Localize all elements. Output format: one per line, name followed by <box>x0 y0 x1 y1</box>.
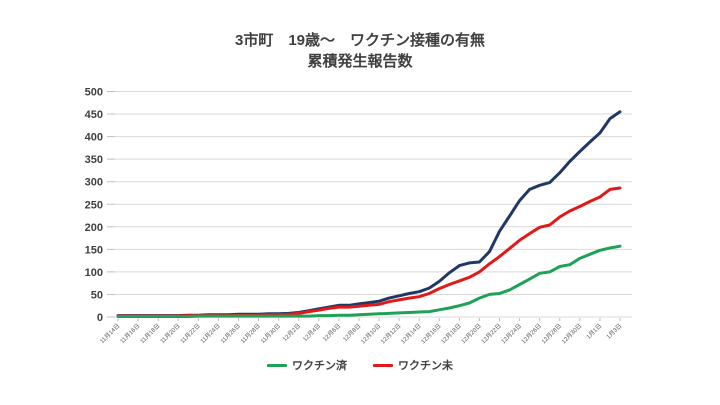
x-tick-label: 12月26日 <box>520 322 543 345</box>
x-tick-label: 12月22日 <box>480 322 503 345</box>
series-line-1 <box>116 186 622 318</box>
unvaccinated-line-swatch <box>373 363 393 367</box>
x-tick-label: 11月16日 <box>119 322 142 345</box>
vaccinated-line-swatch <box>267 363 287 367</box>
y-tick-label: 350 <box>85 154 103 166</box>
x-tick-label: 12月28日 <box>540 322 563 345</box>
x-tick-label: 11月14日 <box>99 322 122 345</box>
x-tick-label: 12月4日 <box>302 322 323 343</box>
x-tick-label: 12月12日 <box>380 322 403 345</box>
x-tick-label: 12月18日 <box>440 322 463 345</box>
y-tick-label: 150 <box>85 244 103 256</box>
x-tick-label: 11月24日 <box>199 322 222 345</box>
chart-legend: ワクチン済 ワクチン未 <box>0 357 720 373</box>
y-tick-label: 200 <box>85 222 103 234</box>
x-tick-label: 12月8日 <box>342 322 363 343</box>
x-tick-label: 11月30日 <box>259 322 282 345</box>
x-tick-label: 12月24日 <box>500 322 523 345</box>
series-line-0 <box>116 110 622 318</box>
y-tick-label: 0 <box>97 312 103 324</box>
x-tick-label: 11月26日 <box>219 322 242 345</box>
legend-item-unvaccinated: ワクチン未 <box>373 357 453 373</box>
y-tick-label: 100 <box>85 267 103 279</box>
legend-label-vaccinated: ワクチン済 <box>292 360 347 372</box>
chart-title: 3市町 19歳～ ワクチン接種の有無 <box>234 32 486 49</box>
y-tick-label: 500 <box>85 87 103 99</box>
x-tick-label: 1月3日 <box>605 322 623 340</box>
x-tick-label: 12月30日 <box>560 322 583 345</box>
legend-item-vaccinated: ワクチン済 <box>267 357 347 373</box>
x-tick-label: 12月10日 <box>360 322 383 345</box>
x-tick-label: 11月18日 <box>139 322 162 345</box>
chart-title-block: 3市町 19歳～ ワクチン接種の有無 累積発生報告数 <box>0 30 720 72</box>
y-tick-label: 450 <box>85 109 103 121</box>
y-tick-label: 300 <box>85 177 103 189</box>
chart-subtitle: 累積発生報告数 <box>307 53 413 70</box>
x-tick-label: 11月28日 <box>239 322 262 345</box>
y-tick-label: 250 <box>85 199 103 211</box>
x-tick-label: 1月1日 <box>585 322 603 340</box>
series-line-2 <box>116 244 622 318</box>
legend-label-unvaccinated: ワクチン未 <box>398 360 453 372</box>
y-tick-label: 400 <box>85 132 103 144</box>
y-tick-label: 50 <box>91 289 103 301</box>
x-tick-label: 11月20日 <box>159 322 182 345</box>
x-tick-label: 11月22日 <box>179 322 202 345</box>
x-tick-label: 12月6日 <box>322 322 343 343</box>
x-tick-label: 12月14日 <box>400 322 423 345</box>
x-tick-label: 12月16日 <box>420 322 443 345</box>
x-tick-label: 12月2日 <box>282 322 303 343</box>
x-tick-label: 12月20日 <box>460 322 483 345</box>
